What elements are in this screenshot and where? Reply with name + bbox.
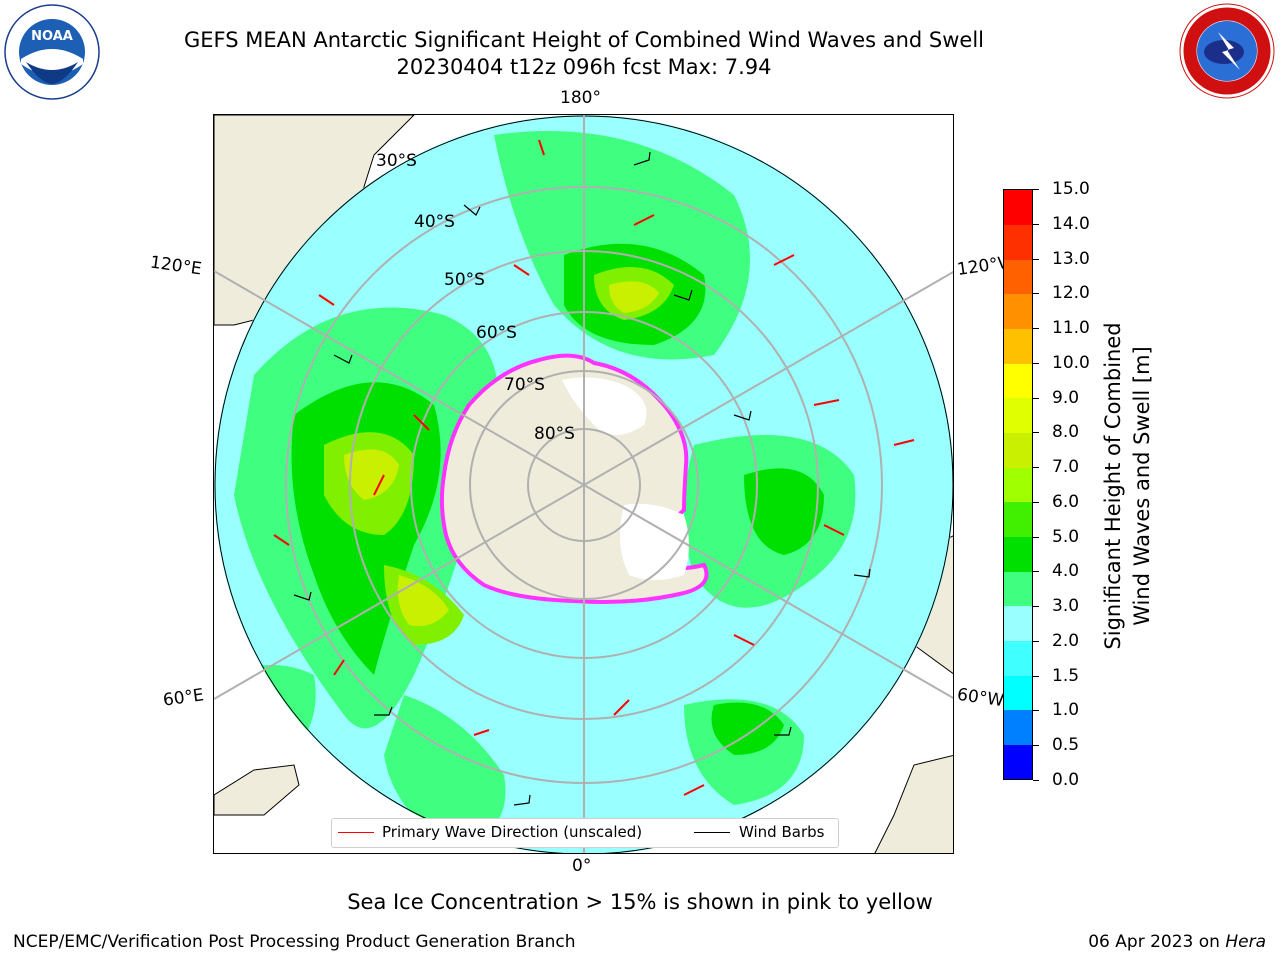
wind-barbs xyxy=(293,151,871,806)
colorbar-segment xyxy=(1004,190,1032,226)
colorbar-segment xyxy=(1004,397,1032,434)
lat-label-70s: 70°S xyxy=(504,375,545,395)
colorbar-segment xyxy=(1004,293,1032,330)
colorbar-segment xyxy=(1004,744,1032,780)
colorbar-tick-mark xyxy=(1033,780,1039,781)
lon-label-120e: 120°E xyxy=(148,252,203,280)
lat-label-50s: 50°S xyxy=(444,270,485,290)
map-legend: Primary Wave Direction (unscaled) Wind B… xyxy=(331,818,839,848)
south-africa-land xyxy=(214,764,300,816)
lon-label-60e: 60°E xyxy=(161,685,206,711)
colorbar-tick-label: 3.0 xyxy=(1052,596,1080,617)
colorbar-tick-label: 15.0 xyxy=(1052,179,1090,199)
chart-title: GEFS MEAN Antarctic Significant Height o… xyxy=(183,28,985,52)
colorbar-tick-mark xyxy=(1033,258,1039,260)
colorbar-tick-label: 8.0 xyxy=(1052,422,1080,443)
colorbar-segment xyxy=(1004,467,1032,503)
antarctic-ice-shelf-2 xyxy=(620,503,689,580)
colorbar-segment xyxy=(1004,328,1032,364)
colorbar-tick-mark xyxy=(1033,328,1039,330)
colorbar-tick-label: 1.5 xyxy=(1052,665,1080,686)
national-weather-service-logo xyxy=(1179,3,1275,99)
colorbar-tick-label: 12.0 xyxy=(1052,283,1090,304)
colorbar-label-line2: Wind Waves and Swell [m] xyxy=(1130,346,1154,626)
lat-label-60s: 60°S xyxy=(476,323,517,343)
colorbar-segment xyxy=(1004,536,1032,572)
noaa-logo: NOAA xyxy=(4,4,100,100)
colorbar-tick-mark xyxy=(1033,536,1039,538)
colorbar-tick-mark xyxy=(1033,606,1039,608)
colorbar-segment xyxy=(1004,709,1032,745)
lon-label-60w: 60°W xyxy=(955,684,1006,712)
colorbar-tick-label: 2.0 xyxy=(1052,630,1080,651)
footer-date-text: 06 Apr 2023 on xyxy=(1088,932,1220,952)
colorbar-tick-label: 5.0 xyxy=(1052,526,1080,547)
colorbar-tick-mark xyxy=(1033,571,1039,573)
colorbar-tick-label: 11.0 xyxy=(1052,318,1090,339)
colorbar-tick-mark xyxy=(1033,223,1039,225)
colorbar-tick-mark xyxy=(1033,710,1039,712)
legend-swatch-wind-barbs xyxy=(694,832,730,833)
sea-ice-caption: Sea Ice Concentration > 15% is shown in … xyxy=(347,890,933,914)
map-svg xyxy=(214,115,953,853)
colorbar-tick-mark xyxy=(1033,640,1039,642)
lat-label-80s: 80°S xyxy=(534,424,575,444)
colorbar-tick-label: 7.0 xyxy=(1052,457,1080,478)
colorbar-segment xyxy=(1004,501,1032,537)
colorbar-segment xyxy=(1004,571,1032,607)
colorbar-tick-mark xyxy=(1033,432,1039,434)
colorbar-segment xyxy=(1004,675,1032,711)
colorbar-tick-label: 6.0 xyxy=(1052,491,1080,512)
svg-text:NOAA: NOAA xyxy=(31,29,73,44)
map-panel xyxy=(213,114,954,854)
footer-machine: Hera xyxy=(1225,932,1266,952)
colorbar-tick-label: 4.0 xyxy=(1052,561,1080,582)
colorbar-tick-mark xyxy=(1033,293,1039,295)
colorbar-tick-mark xyxy=(1033,397,1039,399)
colorbar-segment xyxy=(1004,605,1032,641)
colorbar-tick-label: 14.0 xyxy=(1052,213,1090,234)
lon-label-0: 0° xyxy=(572,856,592,876)
legend-swatch-wave-direction xyxy=(338,832,374,833)
colorbar-tick-label: 13.0 xyxy=(1052,248,1090,269)
footer-date: 06 Apr 2023 on Hera xyxy=(1088,932,1266,952)
colorbar-tick-label: 0.0 xyxy=(1052,770,1080,790)
colorbar xyxy=(1003,189,1033,780)
lat-label-30s: 30°S xyxy=(376,151,417,171)
africa-right-land xyxy=(874,754,953,853)
legend-label-wave-direction: Primary Wave Direction (unscaled) xyxy=(382,823,643,841)
colorbar-segment xyxy=(1004,432,1032,468)
colorbar-segment xyxy=(1004,259,1032,295)
legend-label-wind-barbs: Wind Barbs xyxy=(739,823,825,841)
chart-subtitle: 20230404 t12z 096h fcst Max: 7.94 xyxy=(396,55,772,79)
lon-label-180: 180° xyxy=(560,88,601,108)
colorbar-segment xyxy=(1004,640,1032,676)
meridian-lines xyxy=(214,115,953,853)
lat-label-40s: 40°S xyxy=(414,212,455,232)
colorbar-tick-mark xyxy=(1033,745,1039,747)
footer-credit: NCEP/EMC/Verification Post Processing Pr… xyxy=(13,932,576,952)
colorbar-segment xyxy=(1004,224,1032,260)
colorbar-tick-mark xyxy=(1033,675,1039,677)
colorbar-label-line1: Significant Height of Combined xyxy=(1101,322,1125,650)
colorbar-tick-label: 9.0 xyxy=(1052,387,1080,408)
colorbar-tick-mark xyxy=(1033,189,1039,190)
colorbar-tick-mark xyxy=(1033,467,1039,469)
colorbar-tick-mark xyxy=(1033,362,1039,364)
colorbar-segment xyxy=(1004,363,1032,399)
wave-direction-arrows xyxy=(273,139,915,796)
colorbar-tick-label: 0.5 xyxy=(1052,735,1080,756)
colorbar-ticks: 0.0 0.5 1.0 1.5 2.0 3.0 4.0 5.0 6.0 7.0 8.0 9.0 10.0… xyxy=(1033,181,1093,789)
colorbar-tick-label: 1.0 xyxy=(1052,700,1080,721)
colorbar-tick-mark xyxy=(1033,501,1039,503)
colorbar-tick-label: 10.0 xyxy=(1052,352,1090,373)
